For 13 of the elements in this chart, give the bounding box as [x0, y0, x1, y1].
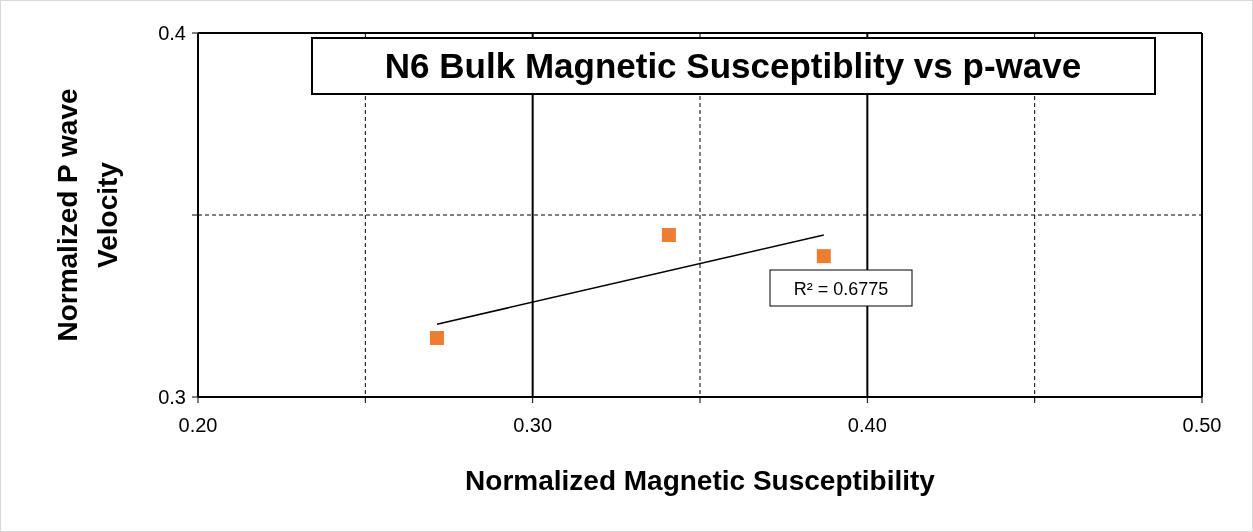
x-tick-label: 0.20: [178, 414, 218, 436]
x-tick-label: 0.30: [513, 414, 553, 436]
point: [429, 331, 444, 346]
x-tick-label: 0.40: [847, 414, 887, 436]
chart-title: N6 Bulk Magnetic Susceptiblity vs p-wave: [384, 46, 1082, 85]
point: [661, 228, 676, 243]
y-tick-label: 0.3: [158, 386, 186, 408]
x-axis-title: Normalized Magnetic Susceptibility: [465, 465, 936, 496]
y-tick-label: 0.4: [158, 22, 186, 44]
y-axis-title: Normalized P wave Velocity: [52, 88, 123, 342]
point: [816, 249, 831, 264]
x-tick-label: 0.50: [1182, 414, 1222, 436]
annotation: R² = 0.6775: [793, 279, 889, 299]
